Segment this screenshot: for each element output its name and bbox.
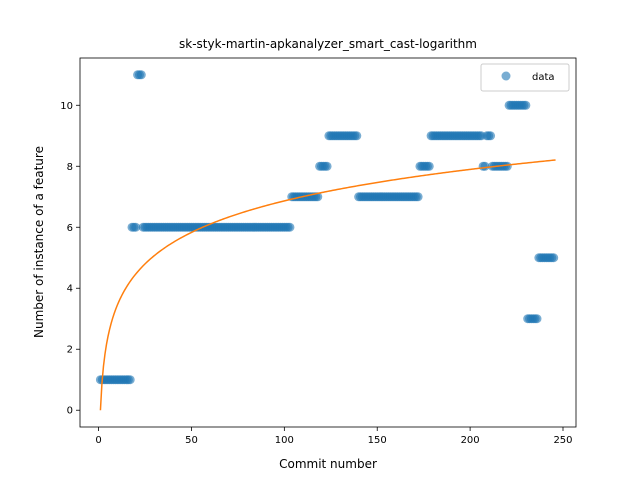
x-tick-label: 250 bbox=[553, 435, 572, 446]
data-point bbox=[323, 162, 332, 171]
legend-label-data: data bbox=[532, 72, 555, 83]
data-point bbox=[532, 314, 541, 323]
y-tick-label: 6 bbox=[67, 223, 73, 234]
plot-area bbox=[80, 58, 576, 427]
data-point bbox=[425, 162, 434, 171]
x-tick-label: 150 bbox=[368, 435, 387, 446]
y-tick-label: 10 bbox=[60, 101, 73, 112]
x-axis-label: Commit number bbox=[279, 457, 377, 471]
y-tick-label: 0 bbox=[67, 406, 73, 417]
axes-background bbox=[80, 58, 576, 427]
y-tick-label: 2 bbox=[67, 345, 73, 356]
data-point bbox=[486, 131, 495, 140]
legend-box bbox=[481, 64, 569, 91]
data-point bbox=[549, 253, 558, 262]
y-axis-label: Number of instance of a feature bbox=[32, 146, 46, 338]
data-point bbox=[126, 375, 135, 384]
data-point bbox=[137, 70, 146, 79]
y-tick-label: 4 bbox=[67, 284, 73, 295]
chart-title: sk-styk-martin-apkanalyzer_smart_cast-lo… bbox=[179, 37, 477, 51]
data-point bbox=[352, 131, 361, 140]
data-point bbox=[503, 162, 512, 171]
x-tick-label: 0 bbox=[95, 435, 101, 446]
data-point bbox=[414, 192, 423, 201]
x-tick-label: 100 bbox=[275, 435, 294, 446]
legend: data bbox=[481, 64, 569, 91]
legend-marker-data bbox=[502, 72, 511, 81]
x-tick-label: 200 bbox=[461, 435, 480, 446]
data-point bbox=[521, 101, 530, 110]
data-point bbox=[285, 223, 294, 232]
y-tick-label: 8 bbox=[67, 162, 73, 173]
x-tick-label: 50 bbox=[185, 435, 198, 446]
